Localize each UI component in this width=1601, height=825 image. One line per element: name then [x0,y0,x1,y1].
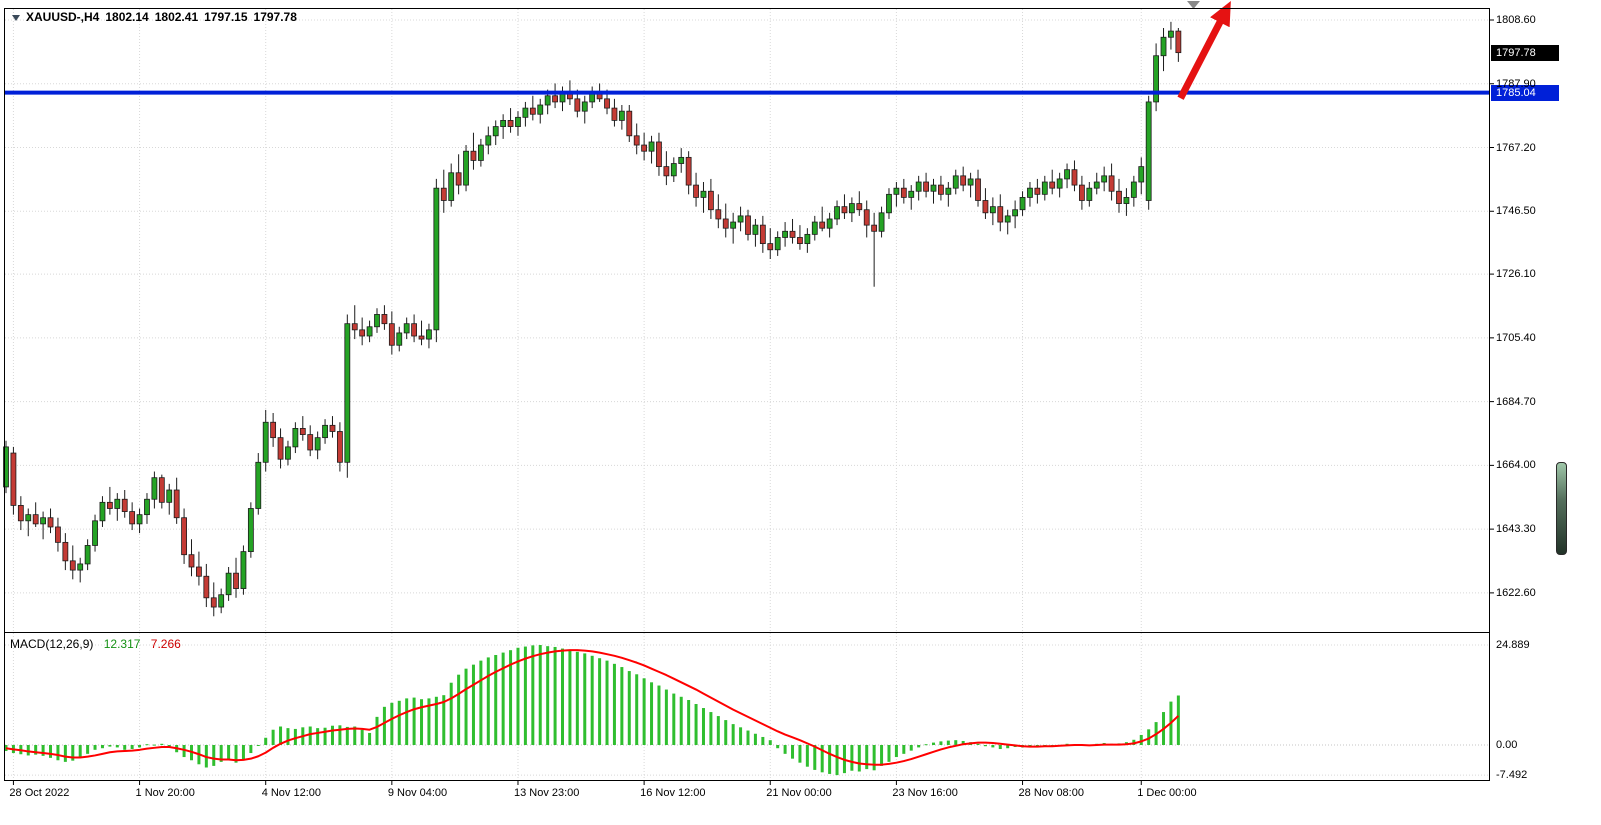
macd-indicator-readout: MACD(12,26,9) 12.317 7.266 [10,637,188,651]
price-axis-label: 1767.20 [1496,141,1536,154]
macd-main-value: 12.317 [103,637,141,651]
time-axis-label: 13 Nov 23:00 [513,787,580,799]
price-axis-label: 1705.40 [1496,331,1536,344]
ohlc-close-value: 1797.78 [253,10,297,24]
macd-axis-label: 0.00 [1496,739,1518,751]
time-axis-label: 28 Nov 08:00 [1018,787,1084,799]
vertical-scrollbar-thumb[interactable] [1556,462,1567,555]
time-axis-label: 21 Nov 00:00 [766,787,832,799]
price-axis-label: 1746.50 [1496,205,1536,218]
axis-ticks [12,19,1494,785]
macd-signal-line [5,649,1180,766]
macd-histogram [4,644,1180,776]
time-axis-label: 1 Nov 20:00 [135,787,195,799]
price-axis-label: 1643.30 [1496,523,1536,536]
time-axis-label: 9 Nov 04:00 [387,787,448,799]
symbol-timeframe-label: XAUUSD-,H4 [26,10,100,24]
symbol-ohlc-readout: XAUUSD-,H4 1802.14 1802.41 1797.15 1797.… [12,10,303,24]
price-axis-label: 1808.60 [1496,14,1536,26]
macd-axis-label: 24.889 [1496,638,1530,651]
grid-lines [5,9,1489,780]
price-axis-label: 1787.90 [1496,77,1536,90]
ohlc-high-value: 1802.41 [154,10,199,24]
trend-arrow-annotation[interactable] [1177,0,1231,100]
chart-shift-marker-icon [1187,1,1200,9]
time-axis-label: 4 Nov 12:00 [261,787,322,799]
macd-axis-label: -7.492 [1496,769,1528,782]
candlesticks [3,21,1182,617]
price-axis-label: 1664.00 [1496,459,1536,472]
macd-name-label: MACD(12,26,9) [10,637,94,651]
ohlc-low-value: 1797.15 [204,10,248,24]
time-axis-label: 28 Oct 2022 [9,787,70,799]
panel-separator[interactable] [4,632,1490,633]
price-axis-label: 1726.10 [1496,268,1536,281]
hline-price-badge: 1785.04 [1491,84,1559,101]
price-axis-label: 1684.70 [1496,395,1536,408]
price-axis-label: 1622.60 [1496,586,1536,599]
current-price-badge: 1797.78 [1491,45,1559,62]
ohlc-open-value: 1802.14 [105,10,149,24]
macd-signal-value: 7.266 [150,637,181,651]
symbol-dropdown-icon[interactable] [12,14,20,21]
time-axis-label: 16 Nov 12:00 [640,787,706,799]
time-axis-label: 1 Dec 00:00 [1137,787,1197,799]
time-axis-label: 23 Nov 16:00 [892,787,958,799]
